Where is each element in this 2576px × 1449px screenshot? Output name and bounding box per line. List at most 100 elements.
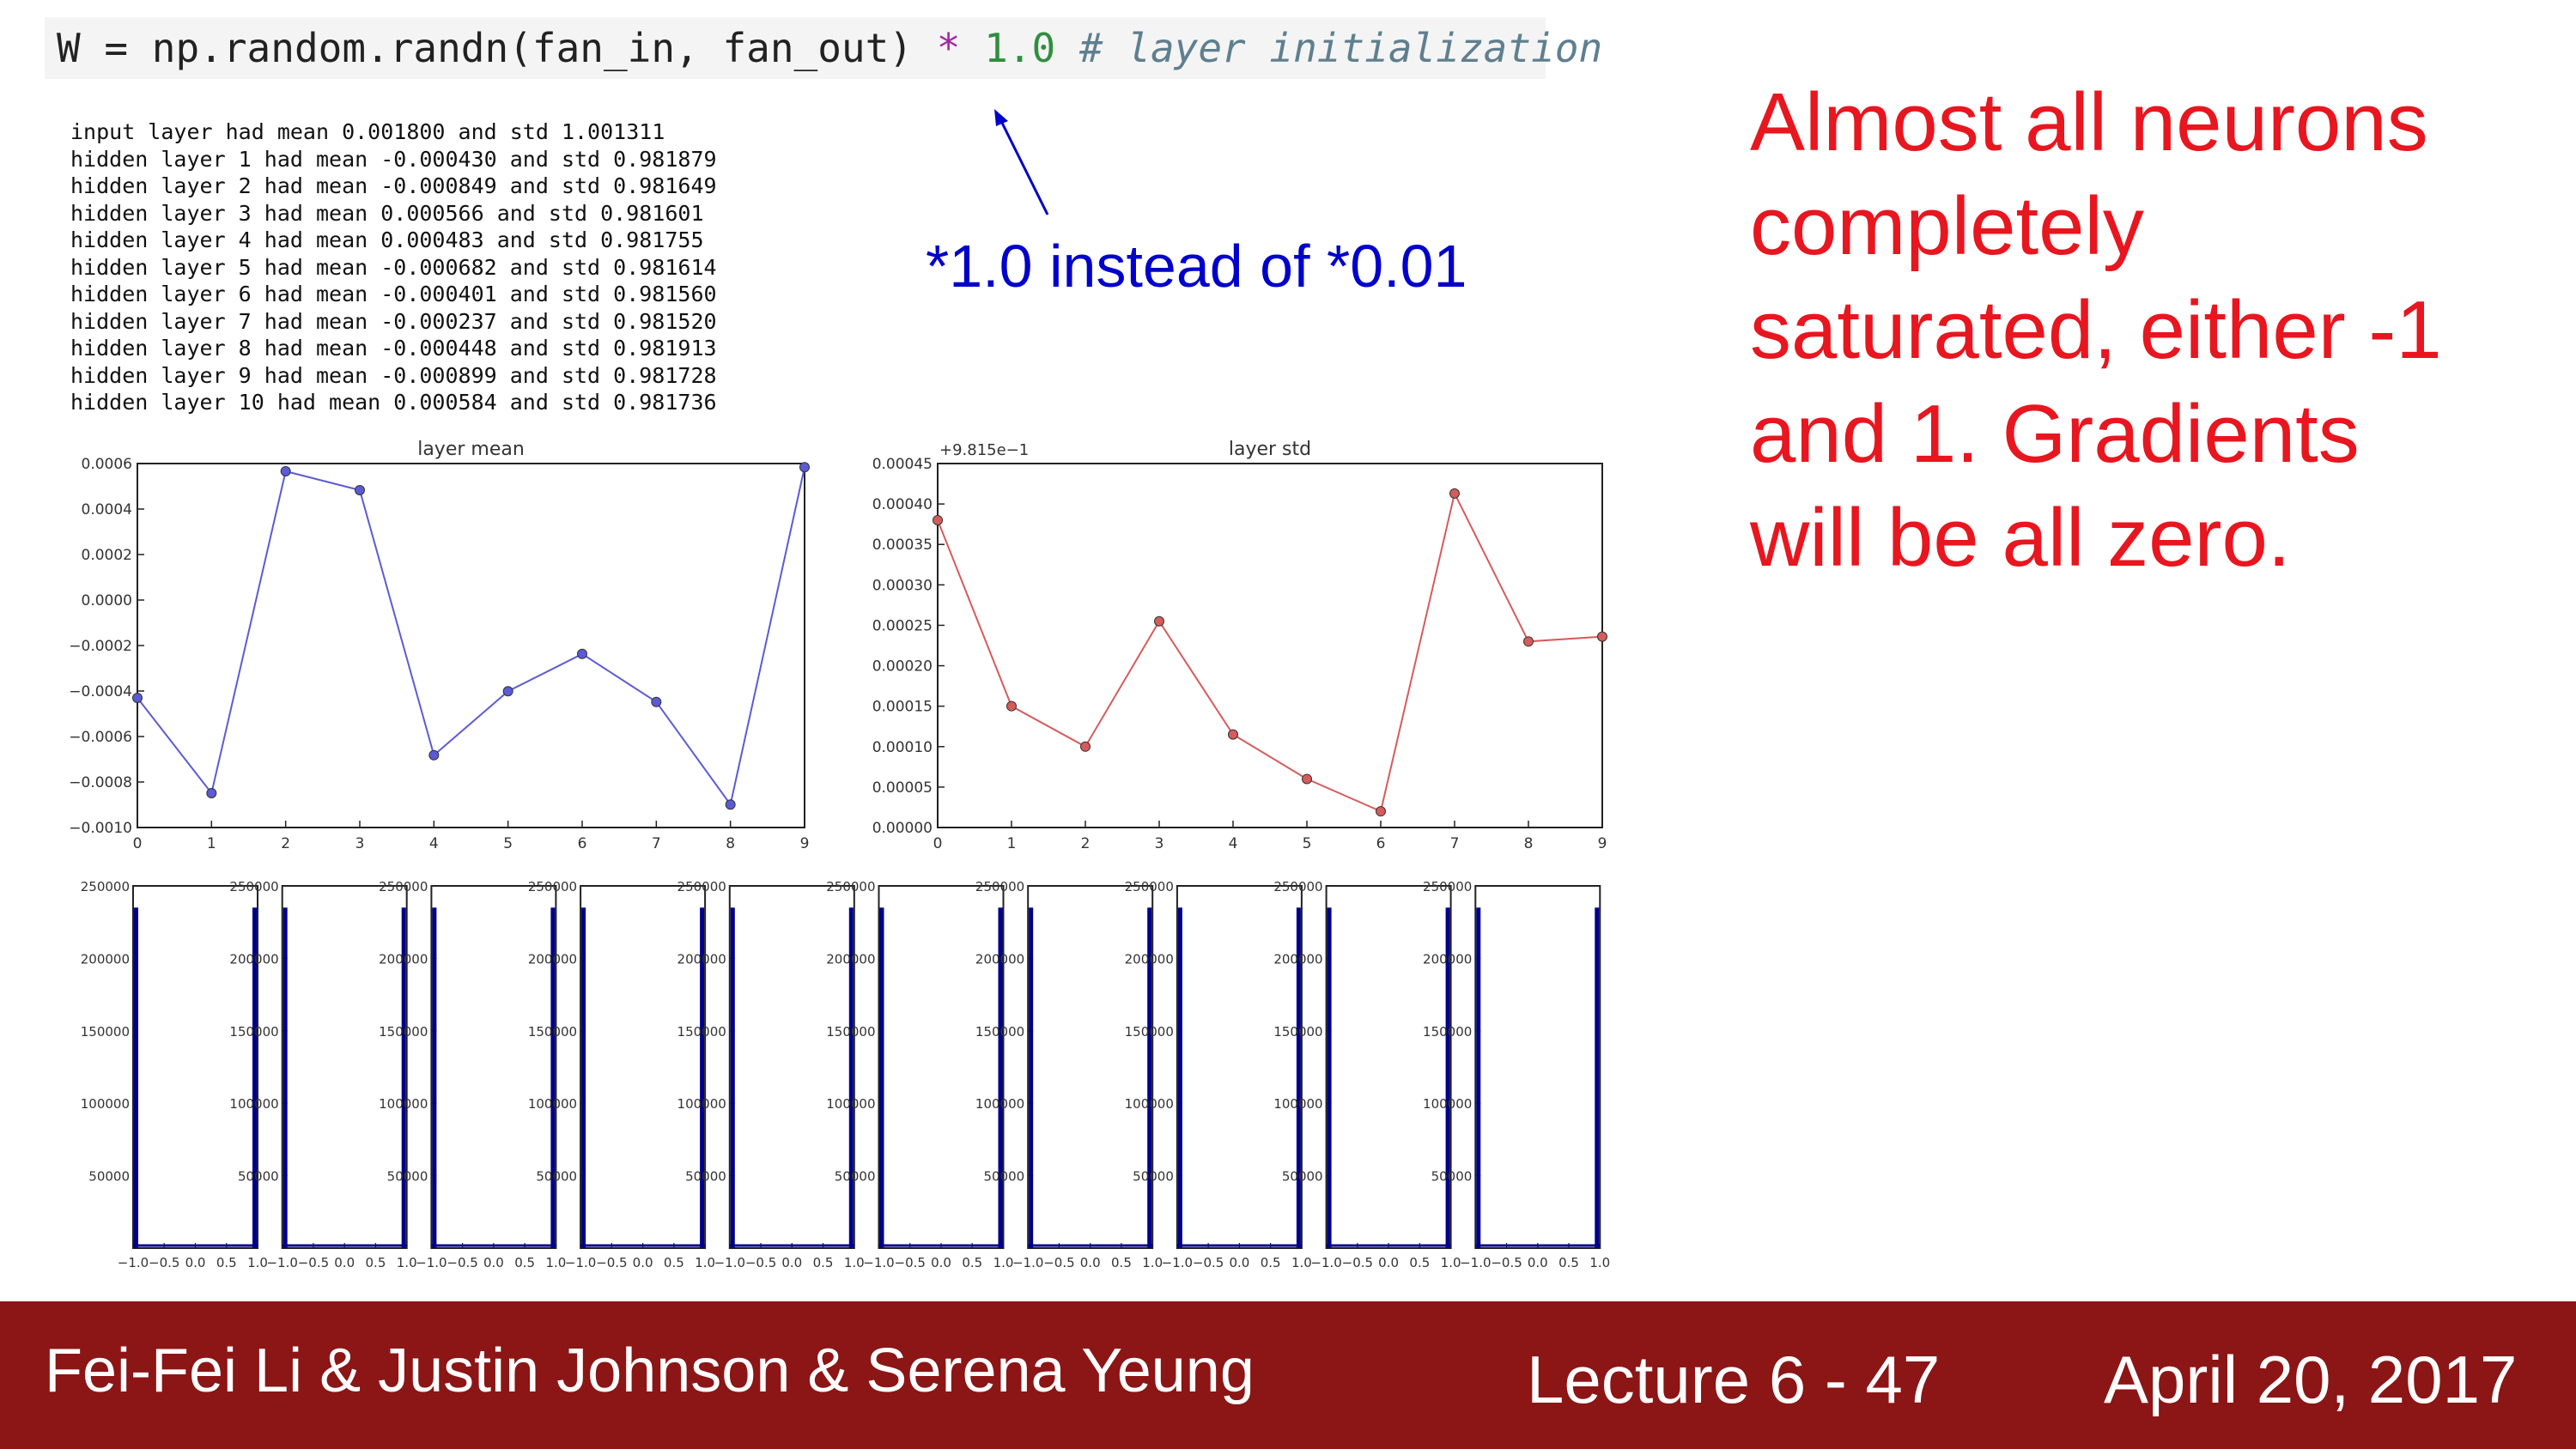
x-tick-label: 8 bbox=[1524, 835, 1534, 852]
histogram-bar-right bbox=[401, 907, 406, 1248]
log-line: hidden layer 8 had mean -0.000448 and st… bbox=[70, 336, 717, 361]
code-comment: # layer initialization bbox=[1055, 25, 1603, 71]
x-tick-label: 8 bbox=[726, 835, 735, 852]
histogram-y-label: 250000 bbox=[975, 879, 1024, 894]
y-tick-label: 0.00025 bbox=[872, 617, 933, 634]
x-tick-label: 1 bbox=[1007, 835, 1017, 852]
log-line: hidden layer 9 had mean -0.000899 and st… bbox=[70, 362, 717, 388]
histogram-y-label: 50000 bbox=[536, 1169, 577, 1185]
x-tick-label: 0 bbox=[133, 835, 143, 852]
histogram-y-label: 50000 bbox=[387, 1169, 428, 1185]
histogram-x-label: −1.0 bbox=[1162, 1255, 1193, 1270]
histogram-y-label: 150000 bbox=[1125, 1024, 1174, 1040]
histogram-x-label: 0.5 bbox=[664, 1255, 684, 1270]
x-tick-label: 2 bbox=[281, 835, 290, 852]
data-point bbox=[1154, 615, 1164, 627]
histogram-y-label: 100000 bbox=[1423, 1096, 1472, 1112]
log-line: hidden layer 10 had mean 0.000584 and st… bbox=[70, 390, 717, 415]
histogram-x-label: −0.5 bbox=[895, 1255, 926, 1270]
code-line: W = np.random.randn(fan_in, fan_out) * 1… bbox=[45, 17, 1602, 79]
code-text: W = np.random.randn(fan_in, fan_out) * 1… bbox=[57, 24, 1602, 72]
histogram-x-label: −0.5 bbox=[447, 1255, 477, 1270]
histogram-x-label: 1.0 bbox=[1441, 1255, 1461, 1270]
y-tick-label: 0.0006 bbox=[82, 456, 132, 473]
histogram-y-label: 50000 bbox=[685, 1169, 726, 1185]
y-tick-label: 0.0000 bbox=[82, 592, 132, 609]
histogram-y-label: 200000 bbox=[826, 951, 875, 967]
histogram-x-label: 0.0 bbox=[931, 1255, 951, 1270]
histogram-bar-right bbox=[252, 907, 257, 1248]
histogram-x-label: 1.0 bbox=[844, 1255, 865, 1270]
chart-title: layer std bbox=[1229, 439, 1311, 460]
log-line: hidden layer 3 had mean 0.000566 and std… bbox=[70, 200, 704, 226]
y-tick-label: −0.0004 bbox=[69, 683, 132, 700]
footer-bar: Fei-Fei Li & Justin Johnson & Serena Yeu… bbox=[0, 1301, 2576, 1449]
histogram-x-label: −0.5 bbox=[1342, 1255, 1373, 1270]
histogram-x-label: −0.5 bbox=[149, 1255, 179, 1270]
histogram-frame bbox=[580, 885, 707, 1249]
footer-lecture: Lecture 6 - 47 bbox=[1527, 1342, 1941, 1417]
histogram-x-label: 0.5 bbox=[962, 1255, 982, 1270]
log-line: hidden layer 1 had mean -0.000430 and st… bbox=[70, 146, 717, 172]
histogram-y-label: 150000 bbox=[975, 1024, 1024, 1040]
axis-offset-label: +9.815e−1 bbox=[939, 441, 1029, 459]
plot-frame bbox=[137, 463, 805, 828]
histogram-bar-right bbox=[1147, 907, 1152, 1248]
x-tick-label: 7 bbox=[652, 835, 661, 852]
data-point bbox=[132, 692, 143, 703]
y-tick-label: −0.0008 bbox=[69, 774, 132, 791]
histogram-frame bbox=[1474, 885, 1601, 1249]
layer-stats-log: input layer had mean 0.001800 and std 1.… bbox=[70, 118, 717, 416]
histogram-y-label: 200000 bbox=[677, 951, 726, 967]
histogram-x-label: 0.5 bbox=[1558, 1255, 1579, 1270]
histogram-y-label: 250000 bbox=[826, 879, 875, 894]
data-point bbox=[1449, 488, 1460, 499]
histogram-x-label: 0.5 bbox=[366, 1255, 386, 1270]
log-line: input layer had mean 0.001800 and std 1.… bbox=[70, 119, 665, 144]
histogram-x-label: −0.5 bbox=[745, 1255, 776, 1270]
series-line bbox=[137, 467, 805, 807]
histogram-x-label: −0.5 bbox=[1491, 1255, 1522, 1270]
callout-text: Almost all neurons completely saturated,… bbox=[1750, 76, 2442, 584]
histogram-x-label: 1.0 bbox=[993, 1255, 1014, 1270]
y-tick-label: 0.00040 bbox=[872, 496, 933, 513]
y-tick-label: 0.0004 bbox=[82, 501, 132, 518]
histogram-bar-right bbox=[848, 907, 854, 1248]
y-tick-label: 0.00010 bbox=[872, 739, 933, 756]
histogram-y-label: 150000 bbox=[379, 1024, 428, 1040]
x-tick-label: 0 bbox=[933, 835, 943, 852]
y-tick-label: 0.00045 bbox=[872, 456, 933, 473]
histogram-y-label: 50000 bbox=[1431, 1169, 1473, 1185]
log-line: hidden layer 2 had mean -0.000849 and st… bbox=[70, 173, 717, 198]
histogram-y-label: 150000 bbox=[1273, 1024, 1322, 1040]
y-tick-label: 0.00035 bbox=[872, 537, 933, 554]
histogram-y-label: 250000 bbox=[1423, 879, 1472, 894]
histogram-frame bbox=[728, 885, 855, 1249]
histogram-x-label: 1.0 bbox=[695, 1255, 715, 1270]
x-tick-label: 6 bbox=[578, 835, 587, 852]
histogram-x-label: 0.0 bbox=[1378, 1255, 1399, 1270]
histogram-frame bbox=[281, 885, 408, 1249]
x-tick-label: 6 bbox=[1376, 835, 1386, 852]
histogram-frame bbox=[878, 885, 1005, 1249]
histogram-bar-right bbox=[700, 907, 705, 1248]
data-point bbox=[1376, 806, 1386, 817]
histogram-frame bbox=[430, 885, 557, 1249]
log-line: hidden layer 5 had mean -0.000682 and st… bbox=[70, 254, 717, 280]
histogram-x-label: 0.0 bbox=[781, 1255, 802, 1270]
x-tick-label: 3 bbox=[1155, 835, 1164, 852]
series-line bbox=[937, 490, 1603, 813]
y-tick-label: −0.0010 bbox=[69, 820, 132, 837]
histogram-x-label: 0.0 bbox=[185, 1255, 206, 1270]
histogram-bar-left bbox=[879, 907, 884, 1248]
histogram-bar-left bbox=[730, 907, 735, 1248]
histogram-x-label: 0.0 bbox=[633, 1255, 653, 1270]
data-point bbox=[1597, 631, 1607, 642]
histogram-x-label: −1.0 bbox=[1460, 1255, 1491, 1270]
histogram-bar-left bbox=[1029, 907, 1034, 1248]
charts-canvas: layer mean0.00060.00040.00020.0000−0.000… bbox=[69, 439, 1610, 1270]
histogram-x-label: 0.0 bbox=[334, 1255, 355, 1270]
histogram-y-label: 200000 bbox=[379, 951, 428, 967]
histogram-y-label: 200000 bbox=[1125, 951, 1174, 967]
code-number: 1.0 bbox=[960, 25, 1056, 71]
